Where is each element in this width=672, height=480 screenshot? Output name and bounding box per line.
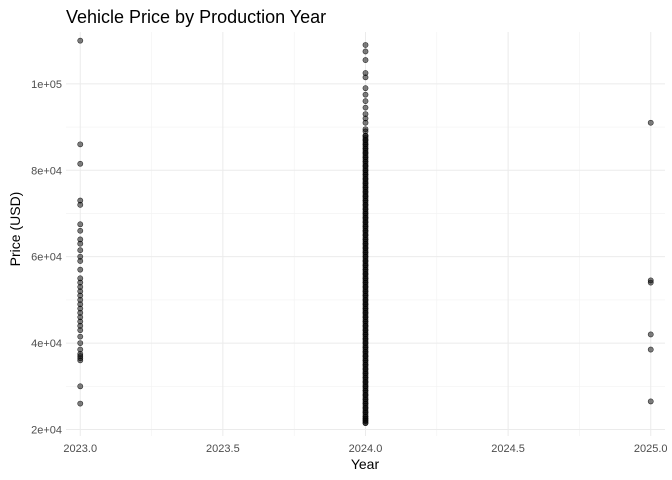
data-point xyxy=(362,74,369,81)
x-tick-label: 2024.0 xyxy=(349,443,383,455)
data-point xyxy=(647,279,654,286)
x-tick-label: 2024.5 xyxy=(491,443,525,455)
data-point xyxy=(362,119,369,126)
y-tick-label: 6e+04 xyxy=(31,252,62,264)
chart-title: Vehicle Price by Production Year xyxy=(66,7,326,27)
data-point xyxy=(77,333,84,340)
data-point xyxy=(647,398,654,405)
x-tick-label: 2025.0 xyxy=(634,443,668,455)
data-point xyxy=(77,400,84,407)
data-point xyxy=(77,221,84,228)
x-tick-label: 2023.0 xyxy=(63,443,97,455)
data-point xyxy=(77,227,84,234)
data-point xyxy=(77,240,84,247)
x-axis-title: Year xyxy=(351,456,380,472)
x-axis-ticks: 2023.0 2023.5 2024.0 2024.5 2025.0 xyxy=(63,443,667,455)
data-point xyxy=(647,119,654,126)
data-point xyxy=(77,37,84,44)
data-point xyxy=(77,201,84,208)
data-point xyxy=(77,160,84,167)
data-point xyxy=(362,104,369,111)
data-point xyxy=(77,357,84,364)
y-tick-label: 1e+05 xyxy=(31,79,62,91)
data-point xyxy=(77,141,84,148)
data-point xyxy=(362,48,369,55)
y-tick-label: 8e+04 xyxy=(31,165,62,177)
data-point xyxy=(362,91,369,98)
data-point xyxy=(77,266,84,273)
data-point xyxy=(362,85,369,92)
data-point xyxy=(77,258,84,264)
y-tick-label: 2e+04 xyxy=(31,425,62,437)
y-axis-title: Price (USD) xyxy=(7,192,23,267)
data-point xyxy=(362,132,369,139)
data-point xyxy=(362,57,369,63)
data-point xyxy=(362,98,369,105)
data-point xyxy=(362,42,369,48)
data-point xyxy=(77,383,84,390)
x-tick-label: 2023.5 xyxy=(206,443,240,455)
data-point xyxy=(77,247,84,254)
y-axis-ticks: 2e+04 4e+04 6e+04 8e+04 1e+05 xyxy=(31,79,62,437)
y-tick-label: 4e+04 xyxy=(31,338,62,350)
data-point xyxy=(77,327,84,334)
data-point xyxy=(647,346,654,353)
data-point xyxy=(77,340,84,347)
data-point xyxy=(647,331,654,338)
data-points xyxy=(77,37,654,426)
